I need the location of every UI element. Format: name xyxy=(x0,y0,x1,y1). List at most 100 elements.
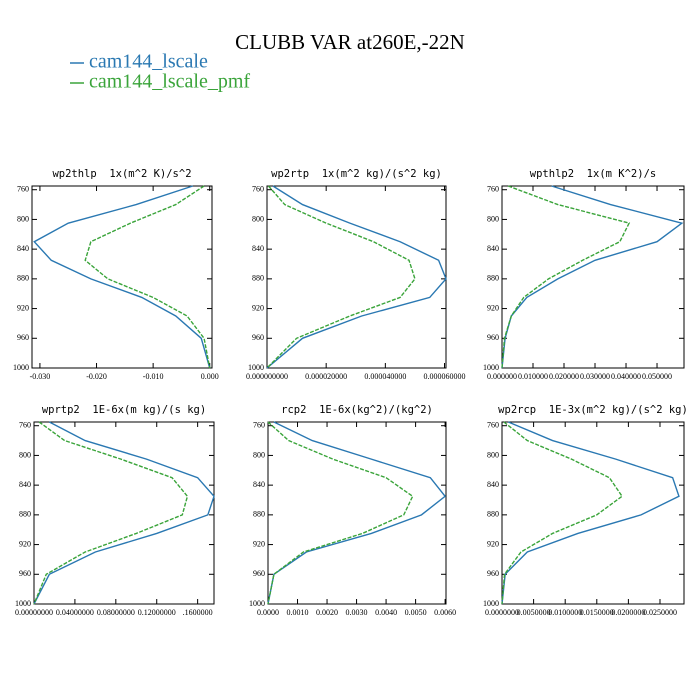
y-tick-label: 880 xyxy=(17,274,29,283)
plot-frame xyxy=(33,421,215,605)
x-tick-label: 0.050000 xyxy=(642,372,672,381)
y-tick-label: 960 xyxy=(19,569,31,578)
y-tick-label: 920 xyxy=(253,539,265,548)
series-line xyxy=(33,421,215,605)
legend-label: cam144_lscale_pmf xyxy=(89,71,250,93)
x-tick-label: 0.04000000 xyxy=(56,608,94,617)
legend-label: cam144_lscale xyxy=(89,51,208,73)
x-tick-label: 0.0050000 xyxy=(517,608,551,617)
y-tick-label: 920 xyxy=(252,303,264,312)
plot-frame xyxy=(267,421,447,605)
x-tick-label: 0.0100000 xyxy=(548,608,582,617)
x-tick-label: 0.000 xyxy=(201,372,219,381)
x-tick-label: 0.12000000 xyxy=(138,608,176,617)
x-tick-label: 0.0000000 xyxy=(485,608,519,617)
y-tick-label: 960 xyxy=(487,333,499,342)
figure-title: CLUBB VAR at260E,-22N xyxy=(235,30,465,54)
x-tick-label: 0.000060000 xyxy=(424,372,466,381)
series-line xyxy=(266,185,447,369)
x-tick-label: 0.020000 xyxy=(549,372,579,381)
x-tick-label: 0.000020000 xyxy=(305,372,347,381)
x-tick-label: 0.010000 xyxy=(518,372,548,381)
series-line xyxy=(501,421,680,605)
x-tick-label: 0.0050 xyxy=(405,608,427,617)
series-line xyxy=(267,421,447,605)
panel-title: wprtp2 1E-6x(m kg)/(s kg) xyxy=(42,404,206,416)
y-tick-label: 760 xyxy=(252,185,264,194)
y-tick-label: 840 xyxy=(487,244,499,253)
series-line xyxy=(501,185,631,369)
plot-frame xyxy=(501,421,685,605)
y-tick-label: 840 xyxy=(253,480,265,489)
y-tick-label: 800 xyxy=(252,214,264,223)
series-line xyxy=(267,421,414,605)
x-tick-label: 0.00000000 xyxy=(15,608,53,617)
y-tick-label: 760 xyxy=(253,421,265,430)
y-tick-label: 920 xyxy=(487,303,499,312)
y-tick-label: 960 xyxy=(17,333,29,342)
y-tick-label: 1000 xyxy=(483,599,499,608)
y-tick-label: 800 xyxy=(17,214,29,223)
x-tick-label: 0.08000000 xyxy=(97,608,135,617)
x-tick-label: 0.000000000 xyxy=(246,372,288,381)
series-line xyxy=(33,421,189,605)
y-tick-label: 760 xyxy=(17,185,29,194)
panel-title: wp2rtp 1x(m^2 kg)/(s^2 kg) xyxy=(271,168,442,180)
x-tick-label: 0.030000 xyxy=(580,372,610,381)
x-tick-label: -0.010 xyxy=(143,372,164,381)
y-tick-label: 880 xyxy=(487,274,499,283)
panel-title: wp2rcp 1E-3x(m^2 kg)/(s^2 kg) xyxy=(498,404,688,416)
x-tick-label: 0.0000 xyxy=(257,608,279,617)
plot-frame xyxy=(501,185,685,369)
y-tick-label: 840 xyxy=(19,480,31,489)
y-tick-label: 920 xyxy=(17,303,29,312)
series-line xyxy=(501,421,624,605)
x-tick-label: 0.000040000 xyxy=(364,372,406,381)
y-tick-label: 760 xyxy=(19,421,31,430)
x-tick-label: 0.0150000 xyxy=(580,608,614,617)
y-tick-label: 840 xyxy=(487,480,499,489)
x-tick-label: 0.040000 xyxy=(611,372,641,381)
y-tick-label: 760 xyxy=(487,185,499,194)
x-tick-label: 0.0200000 xyxy=(611,608,645,617)
y-tick-label: 1000 xyxy=(15,599,31,608)
y-tick-label: 920 xyxy=(487,539,499,548)
y-tick-label: 840 xyxy=(17,244,29,253)
y-tick-label: 880 xyxy=(487,510,499,519)
y-tick-label: 880 xyxy=(19,510,31,519)
y-tick-label: 800 xyxy=(487,450,499,459)
x-tick-label: .1600000 xyxy=(183,608,213,617)
y-tick-label: 960 xyxy=(252,333,264,342)
y-tick-label: 800 xyxy=(487,214,499,223)
x-tick-label: 0.0060 xyxy=(434,608,456,617)
y-tick-label: 880 xyxy=(253,510,265,519)
y-tick-label: 920 xyxy=(19,539,31,548)
x-tick-label: 0.0030 xyxy=(346,608,368,617)
x-tick-label: 0.000000 xyxy=(487,372,517,381)
y-tick-label: 880 xyxy=(252,274,264,283)
series-line xyxy=(33,185,211,369)
x-tick-label: 0.0010 xyxy=(287,608,309,617)
y-tick-label: 1000 xyxy=(13,363,29,372)
x-tick-label: 0.0250000 xyxy=(643,608,677,617)
y-tick-label: 960 xyxy=(253,569,265,578)
series-line xyxy=(266,185,416,369)
plot-frame xyxy=(31,185,213,369)
y-tick-label: 800 xyxy=(19,450,31,459)
y-tick-label: 960 xyxy=(487,569,499,578)
y-tick-label: 840 xyxy=(252,244,264,253)
panel-title: wp2thlp 1x(m^2 K)/s^2 xyxy=(52,168,191,180)
y-tick-label: 1000 xyxy=(248,363,264,372)
x-tick-label: 0.0040 xyxy=(375,608,397,617)
x-tick-label: -0.030 xyxy=(30,372,51,381)
x-tick-label: 0.0020 xyxy=(316,608,338,617)
panel-title: wpthlp2 1x(m K^2)/s xyxy=(530,168,656,180)
y-tick-label: 1000 xyxy=(249,599,265,608)
series-line xyxy=(84,185,211,369)
y-tick-label: 1000 xyxy=(483,363,499,372)
y-tick-label: 800 xyxy=(253,450,265,459)
panel-title: rcp2 1E-6x(kg^2)/(kg^2) xyxy=(281,404,433,416)
y-tick-label: 760 xyxy=(487,421,499,430)
x-tick-label: -0.020 xyxy=(86,372,107,381)
